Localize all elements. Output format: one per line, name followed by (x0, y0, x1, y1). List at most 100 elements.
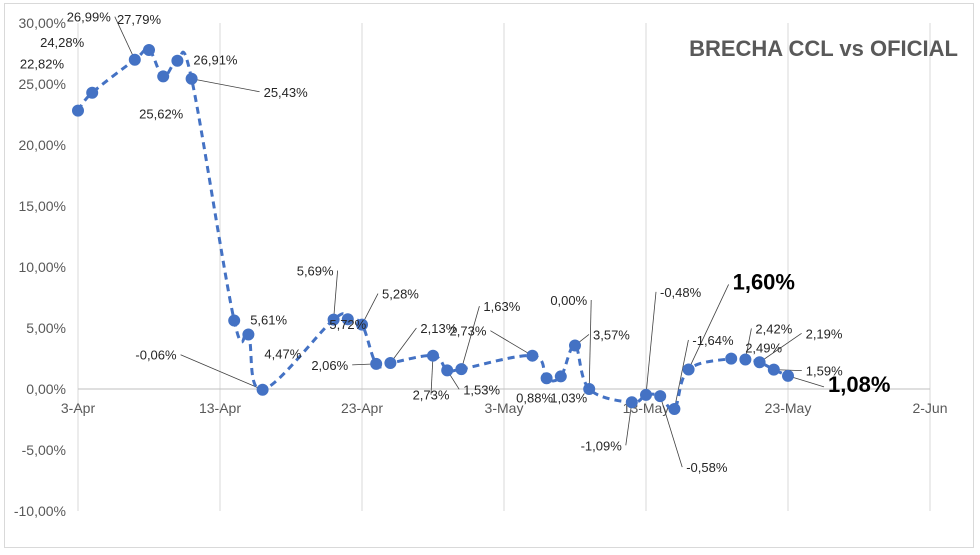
data-point (72, 104, 84, 117)
data-point (370, 357, 383, 370)
x-tick-label: 3-May (485, 400, 524, 416)
data-label: 3,57% (593, 327, 630, 342)
data-point (157, 70, 170, 83)
data-label: -1,64% (692, 333, 734, 348)
data-point (256, 383, 269, 396)
data-label: 2,13% (420, 321, 457, 336)
data-label: 5,28% (382, 287, 419, 302)
data-point (583, 383, 596, 395)
leader-line (688, 284, 729, 370)
y-tick-label: 20,00% (19, 137, 66, 153)
data-label: 26,91% (193, 53, 238, 68)
data-point (86, 86, 99, 99)
leader-line (490, 330, 533, 357)
data-point (143, 43, 155, 56)
data-label: -0,58% (686, 460, 728, 475)
y-tick-label: 10,00% (19, 259, 66, 275)
data-label: -0,48% (660, 285, 702, 300)
data-point (640, 388, 652, 401)
data-label: -1,09% (581, 438, 623, 453)
y-tick-label: -5,00% (22, 442, 66, 458)
data-label: 0,00% (550, 293, 587, 308)
data-label: 27,79% (117, 12, 162, 27)
data-point (782, 369, 794, 382)
leader-line (430, 355, 434, 395)
data-label: 25,62% (139, 106, 184, 121)
data-point (242, 328, 255, 341)
data-label: 5,72% (329, 317, 366, 332)
axes: 3-Apr 13-Apr 23-Apr 3-May 13-May 23-May 2-Jun-… (14, 15, 948, 519)
data-point (753, 356, 766, 369)
data-point (654, 390, 667, 403)
data-point (455, 363, 468, 376)
data-point (725, 352, 738, 365)
data-label: 2,73% (413, 388, 450, 403)
data-label: 2,73% (450, 324, 487, 339)
data-point (739, 353, 752, 366)
leader-line (461, 306, 480, 370)
y-tick-label: 25,00% (19, 76, 66, 92)
data-point (327, 313, 340, 326)
y-tick-label: 30,00% (19, 15, 66, 31)
series-line (72, 43, 794, 416)
data-label: 1,63% (483, 299, 520, 314)
data-label: 1,03% (550, 390, 587, 405)
y-tick-label: 15,00% (19, 198, 66, 214)
leader-line (191, 78, 260, 93)
leader-line (114, 16, 136, 60)
data-label: 1,60% (733, 269, 795, 294)
leader-line (759, 332, 802, 363)
x-tick-label: 23-May (765, 400, 812, 416)
data-label: -0,06% (135, 348, 177, 363)
x-tick-label: 2-Jun (912, 400, 947, 416)
data-point (441, 364, 454, 377)
data-label: 4,47% (264, 346, 301, 361)
data-point (668, 403, 681, 416)
data-label: 24,28% (40, 35, 85, 50)
data-point (540, 372, 553, 385)
data-point (625, 396, 638, 409)
data-label: 1,53% (463, 382, 500, 397)
x-tick-label: 23-Apr (341, 400, 383, 416)
data-label: 2,49% (745, 341, 782, 356)
leader-line (333, 270, 338, 320)
data-point (356, 318, 368, 331)
leader-line (674, 339, 689, 410)
data-label: 25,43% (264, 85, 309, 100)
data-label: 5,69% (297, 264, 334, 279)
data-label: 22,82% (20, 57, 65, 72)
gridlines (77, 23, 931, 511)
data-label: 2,42% (755, 321, 792, 336)
leader-line (588, 299, 592, 390)
x-tick-label: 13-Apr (199, 400, 241, 416)
data-label: 26,99% (67, 10, 112, 25)
data-label: 2,19% (806, 326, 843, 341)
leader-lines (114, 16, 825, 468)
data-point (554, 370, 567, 383)
chart-title: BRECHA CCL vs OFICIAL (689, 36, 958, 61)
leader-line (625, 402, 633, 446)
data-label: 1,59% (806, 364, 843, 379)
data-point (526, 349, 539, 362)
data-point (341, 313, 354, 326)
y-tick-label: 0,00% (26, 381, 66, 397)
data-point (569, 339, 581, 352)
leader-line (645, 291, 657, 395)
data-point (128, 53, 141, 66)
data-point (767, 363, 780, 376)
data-point (228, 314, 241, 327)
data-point (384, 357, 397, 370)
leader-line (659, 395, 683, 468)
leader-line (787, 375, 825, 388)
data-label: 1,08% (828, 372, 890, 397)
data-point (171, 54, 184, 67)
y-tick-label: 5,00% (26, 320, 66, 336)
leader-line (390, 327, 417, 364)
data-label: 2,06% (311, 358, 348, 373)
chart-area (4, 3, 974, 548)
y-tick-label: -10,00% (14, 503, 66, 519)
leader-line (180, 354, 263, 391)
data-labels: 22,82% 24,28% 26,99% 27,79% 25,62% 26,91% 25,4… (20, 10, 890, 475)
data-point (185, 72, 198, 85)
